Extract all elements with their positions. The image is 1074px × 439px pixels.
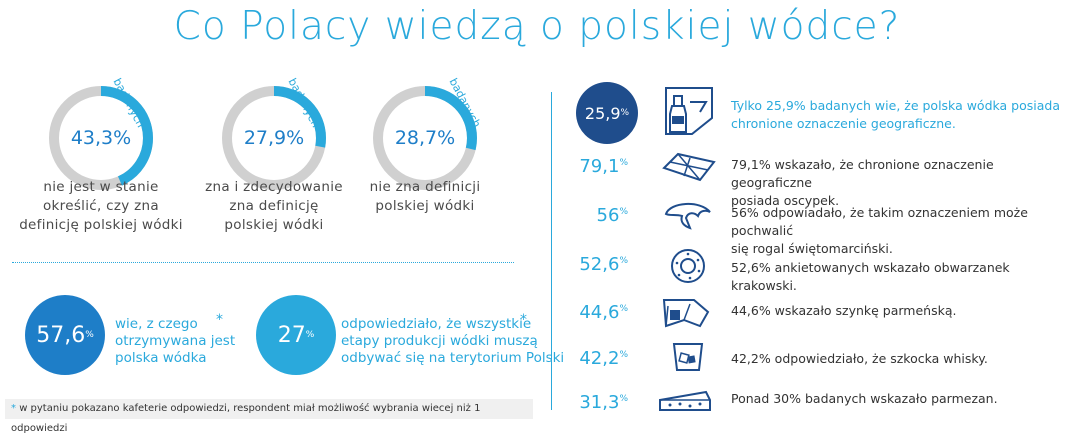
caption-line: polskiej wódki — [375, 198, 475, 214]
cheese-icon — [659, 390, 711, 411]
stat-sup: % — [85, 330, 94, 340]
row-line: 44,6% wskazało szynkę parmeńską. — [731, 303, 957, 318]
whisky-glass-icon — [672, 343, 704, 371]
page-title: Co Polacy wiedzą o polskiej wódce? — [173, 4, 901, 49]
highlight-line: chronione oznaczenie geograficzne. — [731, 116, 956, 131]
row-value: 44,6% — [568, 302, 628, 323]
ring-1: 43,3% — [46, 83, 156, 193]
row-sup: % — [619, 304, 628, 314]
caption-line: nie zna definicji — [369, 179, 481, 195]
highlight-sup: % — [620, 108, 630, 118]
stat-line: odbywać się na terytorium Polski — [341, 350, 565, 366]
asterisk: * — [520, 312, 527, 328]
stat-sup: % — [305, 330, 315, 340]
row-value: 52,6% — [568, 254, 628, 275]
row-sup: % — [619, 207, 628, 217]
ring-2: 27,9% — [219, 83, 329, 193]
caption-line: polskiej wódki — [224, 217, 324, 233]
highlight-value: 25,9 — [584, 103, 621, 123]
row-sup: % — [619, 256, 628, 266]
vodka-bottle-icon — [665, 87, 713, 135]
highlight-disk: 25,9% — [576, 82, 638, 144]
row-text: Ponad 30% badanych wskazało parmezan. — [731, 390, 998, 408]
row-sup: % — [619, 350, 628, 360]
caption-line: zna definicję — [229, 198, 319, 214]
asterisk: * — [216, 312, 223, 328]
row-value: 56% — [568, 205, 628, 226]
row-text: 79,1% wskazało, że chronione oznaczenie … — [731, 156, 1074, 210]
ham-icon — [662, 299, 710, 328]
row-line: 42,2% odpowiedziało, że szkocka whisky. — [731, 351, 988, 366]
row-line: się rogal świętomarciński. — [731, 241, 893, 256]
stat-disk: 27% — [256, 295, 336, 375]
row-sup: % — [619, 394, 628, 404]
row-value: 31,3% — [568, 392, 628, 413]
row-number: 52,6 — [579, 254, 620, 275]
donut-icon — [49, 86, 153, 190]
row-line: posiada oscypek. — [731, 193, 840, 208]
caption-line: zna i zdecydowanie — [205, 179, 343, 195]
caption-line: definicję polskiej wódki — [19, 217, 183, 233]
stat-line: otrzymywana jest — [115, 333, 236, 349]
row-value: 42,2% — [568, 348, 628, 369]
ring-3: 28,7% — [370, 83, 480, 193]
ring-caption: nie zna definicji polskiej wódki — [345, 178, 505, 216]
caption-line: określić, czy zna — [43, 198, 159, 214]
row-line: 79,1% wskazało, że chronione oznaczenie … — [731, 157, 994, 190]
row-number: 42,2 — [579, 348, 620, 369]
row-line: 56% odpowiadało, że takim oznaczeniem mo… — [731, 205, 1028, 238]
row-line: 52,6% ankietowanych wskazało obwarzanek … — [731, 260, 1010, 293]
ring-value: 43,3% — [70, 127, 132, 149]
ring-caption: zna i zdecydowanie zna definicję polskie… — [184, 178, 364, 235]
stat-line: polska wódka — [115, 350, 207, 366]
row-value: 79,1% — [568, 156, 628, 177]
row-number: 56 — [596, 205, 620, 226]
row-line: Ponad 30% badanych wskazało parmezan. — [731, 391, 998, 406]
stat-text: odpowiedziało, że wszystkie etapy produk… — [341, 316, 564, 367]
stat-text: wie, z czego otrzymywana jest polska wód… — [115, 316, 235, 367]
donut-icon — [373, 86, 477, 190]
row-text: 56% odpowiadało, że takim oznaczeniem mo… — [731, 204, 1074, 258]
highlight-text: Tylko 25,9% badanych wie, że polska wódk… — [731, 97, 1060, 133]
row-text: 44,6% wskazało szynkę parmeńską. — [731, 302, 956, 320]
oscypek-icon — [662, 152, 716, 182]
footnote-text: w pytaniu pokazano kafeterie odpowiedzi,… — [11, 403, 481, 434]
row-number: 31,3 — [579, 392, 620, 413]
horizontal-divider — [12, 262, 514, 263]
ring-caption: nie jest w stanie określić, czy zna defi… — [6, 178, 196, 235]
stat-value: 27 — [277, 322, 306, 348]
caption-line: nie jest w stanie — [43, 179, 159, 195]
vertical-divider — [551, 92, 552, 410]
stat-line: odpowiedziało, że wszystkie — [341, 316, 532, 332]
stat-line: etapy produkcji wódki muszą — [341, 333, 538, 349]
ring-value: 28,7% — [394, 127, 456, 149]
row-number: 79,1 — [579, 156, 620, 177]
row-sup: % — [619, 158, 628, 168]
croissant-icon — [664, 203, 711, 230]
stat-line: wie, z czego — [115, 316, 198, 332]
row-text: 42,2% odpowiedziało, że szkocka whisky. — [731, 350, 988, 368]
donut-icon — [222, 86, 326, 190]
stat-value: 57,6 — [36, 322, 86, 348]
ring-value: 27,9% — [243, 127, 305, 149]
stat-disk: 57,6% — [25, 295, 105, 375]
row-text: 52,6% ankietowanych wskazało obwarzanek … — [731, 259, 1074, 295]
bagel-icon — [671, 249, 705, 283]
row-number: 44,6 — [579, 302, 620, 323]
footnote: * w pytaniu pokazano kafeterie odpowiedz… — [5, 399, 533, 434]
highlight-line: Tylko 25,9% badanych wie, że polska wódk… — [731, 98, 1060, 113]
footnote-star: * — [11, 403, 16, 414]
